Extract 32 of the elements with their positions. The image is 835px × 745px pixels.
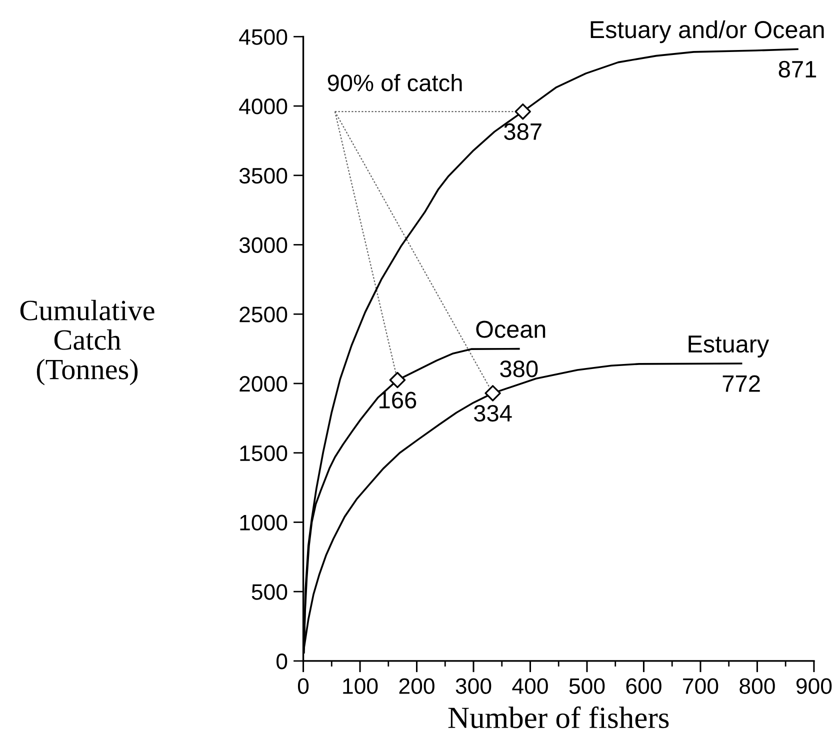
x-axis-title: Number of fishers [448,706,669,728]
series-label: Estuary [688,336,770,358]
annotation: 387 [504,123,542,140]
x-tick-label: 900 [796,678,832,694]
annotation: 90% of catch [328,74,462,92]
x-tick-label: 700 [683,678,718,694]
y-axis-title: Cumulative Catch (Tonnes) [20,300,154,386]
y-tick-label: 3500 [239,168,288,184]
x-tick-label: 300 [456,678,492,694]
x-tick-label: 100 [343,678,378,694]
annotation: 380 [500,360,538,378]
y-tick-label: 2000 [240,376,288,392]
x-tick-label: 0 [298,678,309,694]
y-tick-label: 1000 [240,514,288,530]
series-label: Ocean [476,320,546,338]
y-tick-label: 3000 [239,237,288,254]
x-tick-label: 500 [569,678,605,694]
y-tick-label: 500 [252,584,288,600]
series-label: Estuary and/or Ocean [590,20,824,44]
x-tick-label: 200 [399,678,434,694]
y-tick-label: 0 [276,654,288,670]
annotation: 871 [778,60,816,78]
x-tick-label: 400 [512,678,548,694]
x-tick-label: 800 [740,678,775,694]
y-tick-label: 1500 [240,445,288,462]
y-tick-label: 4000 [239,98,288,114]
annotation: 772 [722,375,760,392]
y-tick-label: 4500 [239,29,288,45]
annotation: 334 [474,404,512,422]
annotation: 166 [380,392,416,408]
x-tick-label: 600 [626,678,662,694]
y-tick-label: 2500 [240,306,288,322]
